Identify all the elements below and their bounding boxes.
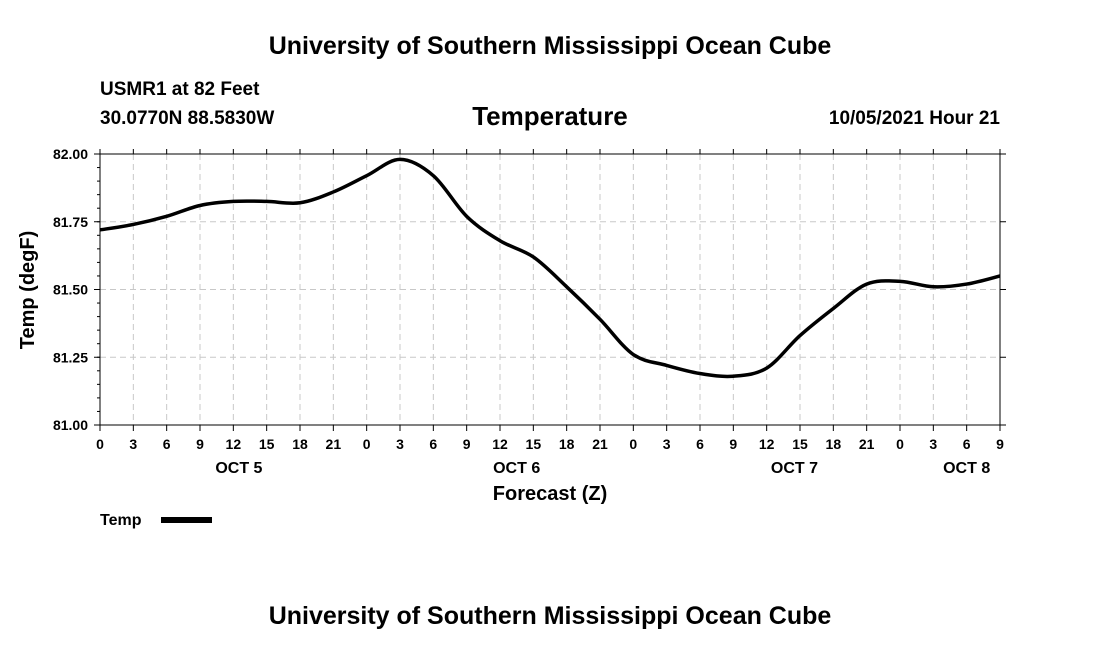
x-tick-label: 15 xyxy=(792,436,808,452)
date-label: OCT 8 xyxy=(943,460,990,477)
y-tick-label: 81.00 xyxy=(53,417,88,433)
x-tick-labels: 0 3 6 9 12 15 18 21 0 3 6 9 12 15 18 21 0 3 6 9 12 15 18 21 0 3 6 9 xyxy=(96,436,1004,452)
x-tick-label: 15 xyxy=(259,436,275,452)
x-tick-label: 0 xyxy=(363,436,371,452)
legend-label: Temp xyxy=(100,512,142,529)
y-axis-label: Temp (degF) xyxy=(17,231,39,350)
date-label: OCT 5 xyxy=(215,460,262,477)
top-title: University of Southern Mississippi Ocean… xyxy=(269,32,832,60)
date-label: OCT 7 xyxy=(771,460,818,477)
x-tick-label: 21 xyxy=(859,436,875,452)
series-lines xyxy=(99,157,1001,379)
x-tick-label: 6 xyxy=(963,436,971,452)
x-tick-label: 6 xyxy=(429,436,437,452)
plot-frame xyxy=(99,153,1001,426)
chart-title: Temperature xyxy=(472,101,628,131)
date-label: OCT 6 xyxy=(493,460,540,477)
tick-marks xyxy=(94,149,1006,431)
x-tick-label: 3 xyxy=(396,436,404,452)
y-tick-label: 81.50 xyxy=(53,282,88,298)
station-coordinates: 30.0770N 88.5830W xyxy=(100,108,274,129)
y-tick-label: 81.75 xyxy=(53,214,88,230)
x-tick-label: 9 xyxy=(463,436,471,452)
y-tick-label: 82.00 xyxy=(53,146,88,162)
x-tick-label: 21 xyxy=(592,436,608,452)
x-axis-label: Forecast (Z) xyxy=(493,483,607,505)
bottom-title: University of Southern Mississippi Ocean… xyxy=(269,602,832,630)
x-tick-label: 6 xyxy=(696,436,704,452)
x-tick-label: 6 xyxy=(163,436,171,452)
date-labels: OCT 5 OCT 6 OCT 7 OCT 8 xyxy=(215,460,990,477)
x-tick-label: 0 xyxy=(96,436,104,452)
x-tick-label: 3 xyxy=(129,436,137,452)
x-tick-label: 3 xyxy=(929,436,937,452)
x-tick-label: 15 xyxy=(526,436,542,452)
y-tick-label: 81.25 xyxy=(53,349,88,365)
x-tick-label: 18 xyxy=(559,436,575,452)
y-tick-labels: 81.00 81.25 81.50 81.75 82.00 xyxy=(53,146,88,433)
x-tick-label: 9 xyxy=(996,436,1004,452)
x-tick-label: 18 xyxy=(826,436,842,452)
station-label: USMR1 at 82 Feet xyxy=(100,79,260,100)
forecast-timestamp: 10/05/2021 Hour 21 xyxy=(829,108,1001,129)
x-tick-label: 21 xyxy=(326,436,342,452)
x-tick-label: 9 xyxy=(196,436,204,452)
series-line-temp xyxy=(99,157,1001,379)
x-tick-label: 9 xyxy=(729,436,737,452)
x-tick-label: 12 xyxy=(226,436,242,452)
x-tick-label: 0 xyxy=(629,436,637,452)
x-tick-label: 12 xyxy=(492,436,508,452)
x-tick-label: 18 xyxy=(292,436,308,452)
x-tick-label: 0 xyxy=(896,436,904,452)
grid-lines xyxy=(100,154,1000,425)
x-tick-label: 3 xyxy=(663,436,671,452)
x-tick-label: 12 xyxy=(759,436,775,452)
